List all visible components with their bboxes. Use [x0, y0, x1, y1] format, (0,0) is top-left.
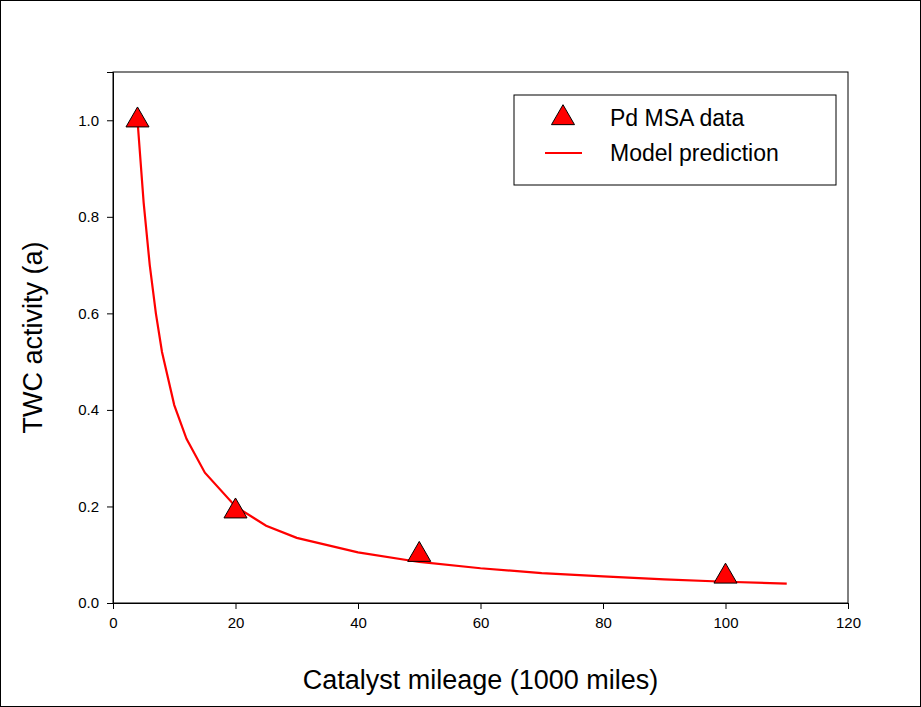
y-tick-label: 1.0 [78, 112, 99, 129]
y-tick-label: 0.2 [78, 498, 99, 515]
y-tick: 0.2 [78, 498, 113, 515]
x-tick-label: 100 [713, 614, 738, 631]
y-tick: 0.0 [78, 594, 113, 611]
y-tick-mark [107, 120, 113, 121]
x-axis-line [114, 604, 849, 610]
page-border [1, 1, 921, 707]
x-tick: 0 [109, 603, 117, 631]
x-tick-label: 120 [836, 614, 861, 631]
y-axis: 0.0 0.2 0.4 0.6 0.8 1.0 [78, 73, 113, 612]
data-point [126, 107, 149, 127]
y-tick-label: 0.6 [78, 305, 99, 322]
x-tick-label: 40 [350, 614, 367, 631]
legend-swatch [551, 105, 574, 125]
y-tick-mark [107, 603, 113, 604]
plot-frame [113, 72, 848, 603]
x-tick: 40 [350, 603, 367, 631]
x-tick-mark [358, 603, 359, 609]
y-tick-mark [107, 217, 113, 218]
y-tick: 0.8 [78, 208, 113, 225]
data-point [408, 541, 431, 561]
x-tick-mark [236, 603, 237, 609]
x-tick-label: 80 [595, 614, 612, 631]
x-tick-mark [603, 603, 604, 609]
x-tick-mark [481, 603, 482, 609]
x-tick: 120 [836, 603, 861, 631]
y-tick-label: 0.0 [78, 594, 99, 611]
x-tick-mark [726, 603, 727, 609]
data-point [224, 498, 247, 518]
legend-label: Pd MSA data [610, 105, 744, 131]
plot: 0 20 40 60 80 100 120 0.0 0.2 0.4 0.6 0.8 1.0 Pd MSA … [78, 72, 861, 631]
x-tick: 100 [713, 603, 738, 631]
y-axis-line [107, 73, 114, 604]
y-tick-mark [107, 313, 113, 314]
data-point [714, 563, 737, 583]
y-tick-mark [107, 506, 113, 507]
y-tick: 0.6 [78, 305, 113, 322]
legend-swatch [545, 152, 582, 154]
legend-box [514, 95, 836, 185]
x-tick: 60 [473, 603, 490, 631]
x-tick-label: 60 [473, 614, 490, 631]
legend: Pd MSA data Model prediction [514, 95, 836, 185]
y-tick-label: 0.4 [78, 401, 99, 418]
y-tick: 0.4 [78, 401, 113, 418]
x-tick: 20 [228, 603, 245, 631]
x-tick: 80 [595, 603, 612, 631]
x-axis-title: Catalyst mileage (1000 miles) [303, 665, 659, 695]
x-axis: 0 20 40 60 80 100 120 [109, 603, 861, 631]
legend-label: Model prediction [610, 140, 779, 166]
y-tick-label: 0.8 [78, 208, 99, 225]
x-tick-label: 20 [228, 614, 245, 631]
y-axis-title: TWC activity (a) [18, 242, 48, 434]
x-tick-label: 0 [109, 614, 117, 631]
y-tick-mark [107, 410, 113, 411]
y-tick: 1.0 [78, 112, 113, 129]
model-line [138, 120, 787, 583]
x-tick-mark [848, 603, 849, 609]
chart: 0 20 40 60 80 100 120 0.0 0.2 0.4 0.6 0.8 1.0 Pd MSA … [0, 0, 921, 707]
